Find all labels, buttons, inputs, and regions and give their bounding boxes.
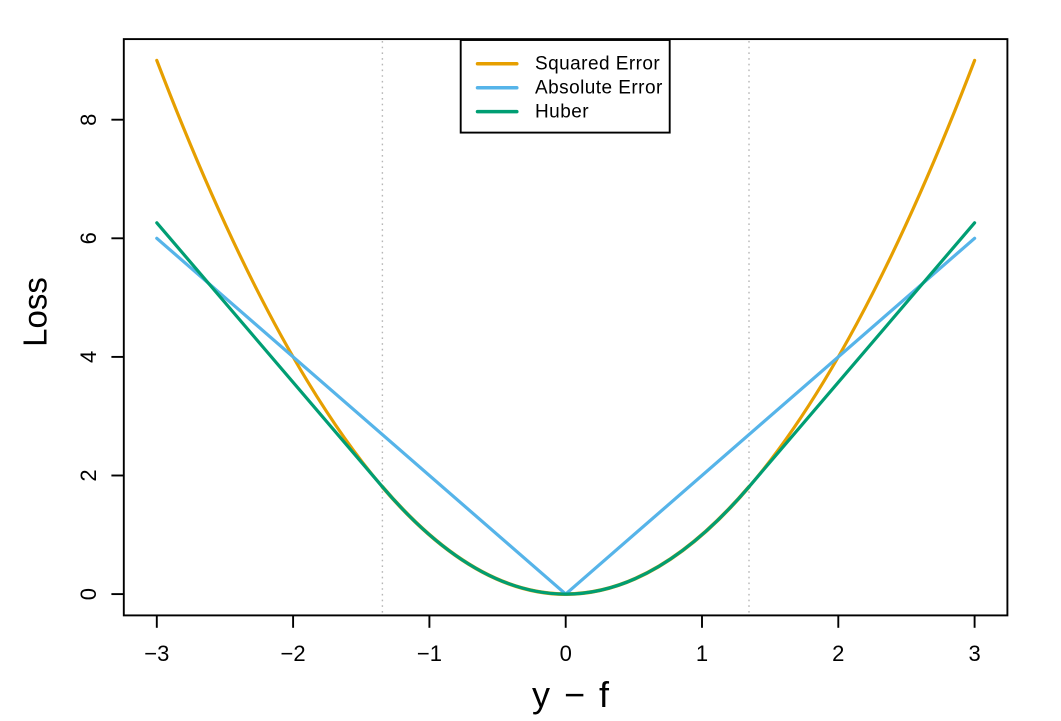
svg-text:2: 2: [76, 469, 101, 481]
svg-text:Absolute Error: Absolute Error: [535, 77, 663, 98]
svg-text:0: 0: [560, 641, 572, 666]
svg-text:6: 6: [76, 232, 101, 244]
svg-text:−2: −2: [281, 641, 306, 666]
svg-text:Squared Error: Squared Error: [535, 53, 660, 74]
svg-text:−3: −3: [144, 641, 169, 666]
svg-text:4: 4: [76, 351, 101, 363]
svg-text:Huber: Huber: [535, 101, 589, 122]
svg-text:Loss: Loss: [16, 277, 53, 347]
svg-text:8: 8: [76, 114, 101, 126]
svg-text:y − f: y − f: [532, 674, 610, 715]
svg-text:1: 1: [696, 641, 708, 666]
svg-text:2: 2: [832, 641, 844, 666]
svg-text:3: 3: [968, 641, 980, 666]
svg-text:0: 0: [76, 588, 101, 600]
svg-text:−1: −1: [417, 641, 442, 666]
